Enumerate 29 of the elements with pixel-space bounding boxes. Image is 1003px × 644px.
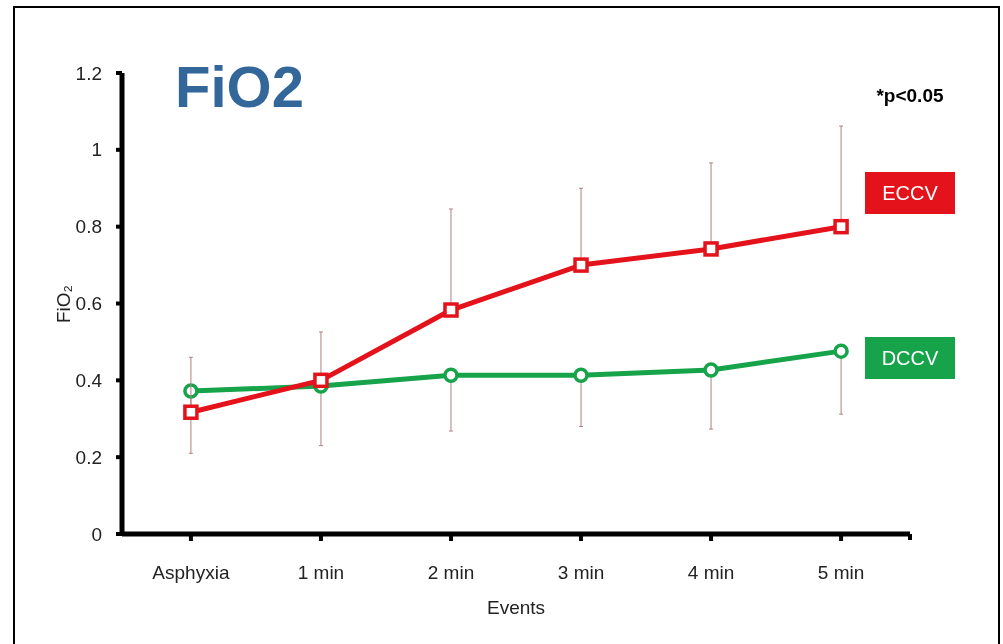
point bbox=[443, 302, 459, 318]
y-tick-label: 0.2 bbox=[75, 446, 102, 468]
point bbox=[703, 362, 719, 378]
annotation: *p<0.05 bbox=[876, 85, 944, 106]
point bbox=[833, 343, 849, 359]
y-axis-title: FiO₂ bbox=[53, 285, 74, 323]
point bbox=[833, 218, 849, 235]
x-axis-title: Events bbox=[486, 597, 546, 618]
series-label: ECCV bbox=[882, 182, 939, 204]
point bbox=[703, 241, 719, 257]
x-tick-label: 4 min bbox=[687, 562, 735, 583]
point bbox=[313, 372, 329, 389]
point bbox=[573, 367, 589, 384]
x-tick-label: 5 min bbox=[817, 562, 865, 583]
series-label: DCCV bbox=[881, 347, 939, 369]
x-tick-label: 3 min bbox=[557, 562, 605, 583]
y-tick-label: 1 bbox=[91, 139, 102, 161]
x-tick-label: Asphyxia bbox=[152, 562, 230, 583]
y-tick-label: 0 bbox=[91, 523, 102, 545]
x-tick-label: 2 min bbox=[427, 562, 475, 583]
y-tick-label: 0.4 bbox=[75, 369, 103, 391]
chart-title: FiO2 bbox=[175, 54, 304, 119]
point bbox=[573, 257, 589, 273]
point bbox=[183, 404, 199, 420]
point bbox=[443, 367, 459, 384]
y-tick-label: 0.8 bbox=[75, 216, 102, 238]
y-tick-label: 1.2 bbox=[75, 62, 102, 84]
y-tick-label: 0.6 bbox=[75, 293, 102, 315]
x-tick-label: 1 min bbox=[297, 562, 345, 583]
